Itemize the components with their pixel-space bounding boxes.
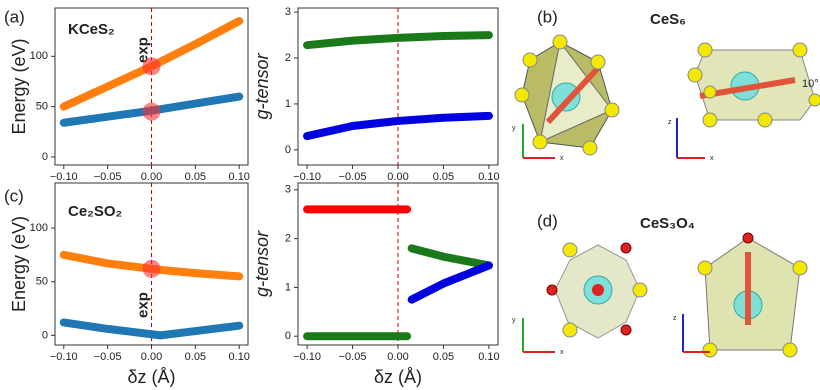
y-tick-label: 2 <box>285 52 291 64</box>
compound: CeS₃O₄ <box>640 215 695 232</box>
reference-label: exp <box>134 37 151 63</box>
highlight-marker <box>142 57 161 76</box>
series-line <box>303 31 493 50</box>
axis-letter: x <box>560 349 564 356</box>
axis-letter: z <box>668 119 672 126</box>
y-axis-label: g-tensor <box>252 52 272 119</box>
x-tick-label: 0.00 <box>387 351 408 363</box>
x-tick-label: −0.05 <box>94 171 122 183</box>
x-tick-label: −0.10 <box>293 351 321 363</box>
x-tick-label: −0.05 <box>94 351 122 363</box>
y-tick-label: 50 <box>36 101 48 113</box>
angle-label: 10° <box>802 78 819 90</box>
series-line <box>407 261 493 304</box>
y-tick-label: 3 <box>285 184 291 196</box>
plot: 0 50 100 −0.10 −0.05 0.00 0.05 0.10 Energy (eV) (… <box>4 7 250 182</box>
x-tick-label: 0.10 <box>478 171 499 183</box>
panel-label: (d) <box>537 211 558 230</box>
x-tick-label: 0.00 <box>141 351 162 363</box>
moment-arrow <box>545 65 601 125</box>
x-axis-label: δz (Å) <box>374 367 422 387</box>
o-atom <box>592 284 604 296</box>
compound: Ce₂SO₂ <box>68 203 122 220</box>
plot: 0 1 2 3 −0.10 −0.05 0.00 0.05 0.10 g-tensor δz (Å) <box>252 182 500 387</box>
y-tick-label: 0 <box>42 151 48 163</box>
y-axis-label: Energy (eV) <box>9 216 29 312</box>
axis-letter: x <box>710 155 714 162</box>
y-tick-label: 100 <box>30 50 48 62</box>
panel-label: (a) <box>4 7 25 26</box>
y-tick-label: 0 <box>285 144 291 156</box>
compound: CeS₆ <box>650 11 686 28</box>
axis-letter: y <box>512 125 516 132</box>
y-tick-label: 50 <box>36 276 48 288</box>
y-tick-label: 1 <box>285 281 291 293</box>
axis-letter: z <box>673 315 677 322</box>
axis-letter: x <box>560 155 564 162</box>
x-tick-label: 0.10 <box>229 171 250 183</box>
y-tick-label: 100 <box>30 222 48 234</box>
x-tick-label: 0.00 <box>141 171 162 183</box>
plot: 0 50 100 −0.10 −0.05 0.00 0.05 0.10 Energy (eV) δ… <box>4 182 250 387</box>
x-tick-label: −0.10 <box>50 171 78 183</box>
highlight-marker <box>142 102 161 121</box>
ce-atom <box>551 82 581 112</box>
x-tick-label: −0.10 <box>50 351 78 363</box>
axis-letter: y <box>512 317 516 324</box>
y-axis-label: Energy (eV) <box>9 38 29 134</box>
y-tick-label: 0 <box>285 330 291 342</box>
x-tick-label: −0.10 <box>293 171 321 183</box>
highlight-marker <box>142 259 161 278</box>
panel-label: (b) <box>537 7 558 26</box>
x-tick-label: −0.05 <box>339 351 367 363</box>
x-axis-label: δz (Å) <box>127 367 175 387</box>
x-tick-label: 0.05 <box>433 171 454 183</box>
y-axis-label: g-tensor <box>252 230 272 297</box>
plot: 0 1 2 3 −0.10 −0.05 0.00 0.05 0.10 g-tensor <box>252 6 500 183</box>
series-line <box>59 318 244 340</box>
structure-d: (d) CeS₃O₄ y x z <box>512 211 808 358</box>
panel-label: (c) <box>4 186 24 205</box>
series-line <box>303 244 493 341</box>
compound: KCeS₂ <box>68 21 115 38</box>
x-tick-label: 0.10 <box>478 351 499 363</box>
y-tick-label: 3 <box>285 6 291 18</box>
x-tick-label: 0.05 <box>185 171 206 183</box>
structure-b: (b) CeS₆ 10° y x z x <box>512 7 820 162</box>
x-tick-label: 0.05 <box>433 351 454 363</box>
y-tick-label: 0 <box>42 329 48 341</box>
y-tick-label: 1 <box>285 98 291 110</box>
x-tick-label: −0.05 <box>339 171 367 183</box>
reference-label: exp <box>134 292 151 318</box>
series-line <box>303 111 493 141</box>
x-tick-label: 0.10 <box>229 351 250 363</box>
x-tick-label: 0.00 <box>387 171 408 183</box>
x-tick-label: 0.05 <box>185 351 206 363</box>
y-tick-label: 2 <box>285 233 291 245</box>
